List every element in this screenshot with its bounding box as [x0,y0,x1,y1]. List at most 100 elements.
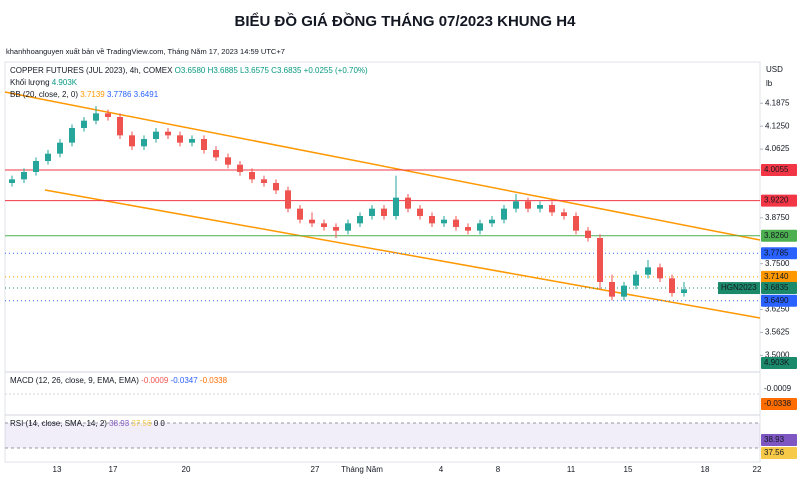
candle-body [297,208,303,220]
x-tick-label: 15 [624,465,633,474]
candle-body [621,285,627,297]
candle-body [309,219,315,224]
rsi-tag: 37.56 [764,448,785,457]
candle-body [681,289,687,293]
candle-body [609,282,615,297]
macd-tag: -0.0009 [764,384,792,393]
volume-tag: 4.903K [764,358,790,367]
candle-body [645,267,651,275]
rsi-value: 0 [154,419,159,428]
volume-value: 4.903K [52,78,78,87]
price-tag: 3.7140 [764,272,789,281]
rsi-tag-bg [761,447,797,459]
legend-volume: Khối lượng 4.903K [10,78,78,87]
rsi-value: 0 [160,419,165,428]
macd-value: -0.0009 [141,376,169,385]
rsi-band [5,423,760,448]
legend-rsi: RSI (14, close, SMA, 14, 2) 38.93 37.56 … [10,419,165,428]
candle-body [381,208,387,216]
candle-body [633,274,639,286]
macd-tag: -0.0338 [764,399,792,408]
candle-body [333,227,339,231]
x-tick-label: 8 [496,465,501,474]
price-tag: 3.7785 [764,248,789,257]
currency: USD [766,65,783,74]
candle-body [417,208,423,216]
level-tag-bg [761,194,797,207]
macd-tag-bg [761,383,797,394]
y-tick-label: 3.6250 [765,305,790,314]
price-tag-bg [761,247,797,260]
candle-body [105,113,111,117]
candle-body [141,139,147,147]
y-tick-label: 4.1250 [765,121,790,130]
volume-name: Khối lượng [10,78,50,87]
channel-upper [4,91,761,241]
candle-body [165,131,171,136]
candle-body [45,153,51,161]
rsi-value: 37.56 [131,419,152,428]
volume-tag-bg [761,357,797,369]
price-tag: 3.6835 [764,283,789,292]
price-tag-bg [761,270,797,283]
level-tag: 3.9220 [764,196,789,205]
symbol-tag-bg [718,282,760,295]
rsi-value: 38.93 [109,419,130,428]
candle-body [237,164,243,172]
candle-body [669,278,675,293]
candle-body [597,238,603,282]
x-tick-label: 18 [701,465,710,474]
y-tick-label: 4.1875 [765,98,790,107]
candle-body [561,212,567,216]
x-tick-label: 22 [753,465,762,474]
bb-value: 3.7139 [80,90,105,99]
candle-body [201,139,207,150]
symbol: COPPER FUTURES (JUL 2023), 4h, COMEX [10,66,173,75]
candle-body [273,183,279,191]
x-tick-label: Tháng Năm [341,465,383,474]
candle-body [513,201,519,209]
candle-body [93,113,99,121]
rsi-tag: 38.93 [764,435,785,444]
y-tick-label: 3.5625 [765,328,790,337]
candle-body [177,135,183,143]
macd-name: MACD (12, 26, close, 9, EMA, EMA) [10,376,139,385]
candle-body [189,139,195,143]
candle-body [429,216,435,224]
legend-symbol: COPPER FUTURES (JUL 2023), 4h, COMEX O3.… [10,66,368,75]
y-tick-label: 3.7500 [765,259,790,268]
macd-value: -0.0338 [200,376,228,385]
rsi-name: RSI (14, close, SMA, 14, 2) [10,419,107,428]
bb-name: BB (20, close, 2, 0) [10,90,78,99]
candle-body [57,142,63,154]
candle-body [657,267,663,279]
y-tick-label: 4.0625 [765,144,790,153]
candle-body [129,135,135,147]
x-tick-label: 4 [439,465,444,474]
candle-body [369,208,375,216]
candle-body [441,219,447,224]
candle-body [213,150,219,158]
chart-title: BIỂU ĐỒ GIÁ ĐỒNG THÁNG 07/2023 KHUNG H4 [235,12,577,30]
candle-body [477,223,483,231]
candle-body [501,208,507,220]
candle-body [321,223,327,227]
candle-body [225,157,231,165]
price-tag-bg [761,294,797,307]
x-tick-label: 13 [53,465,62,474]
x-tick-label: 20 [182,465,191,474]
x-tick-label: 27 [311,465,320,474]
channel-lower [44,189,761,319]
candle-body [21,172,27,180]
bb-value: 3.6491 [134,90,159,99]
y-tick-label: 3.5000 [765,350,790,359]
level-tag-bg [761,163,797,176]
candle-body [249,172,255,180]
price-tag-bg [761,282,797,295]
candle-body [537,205,543,209]
candle-body [549,205,555,213]
bb-value: 3.7786 [107,90,132,99]
x-tick-label: 11 [567,465,576,474]
candle-body [393,197,399,216]
